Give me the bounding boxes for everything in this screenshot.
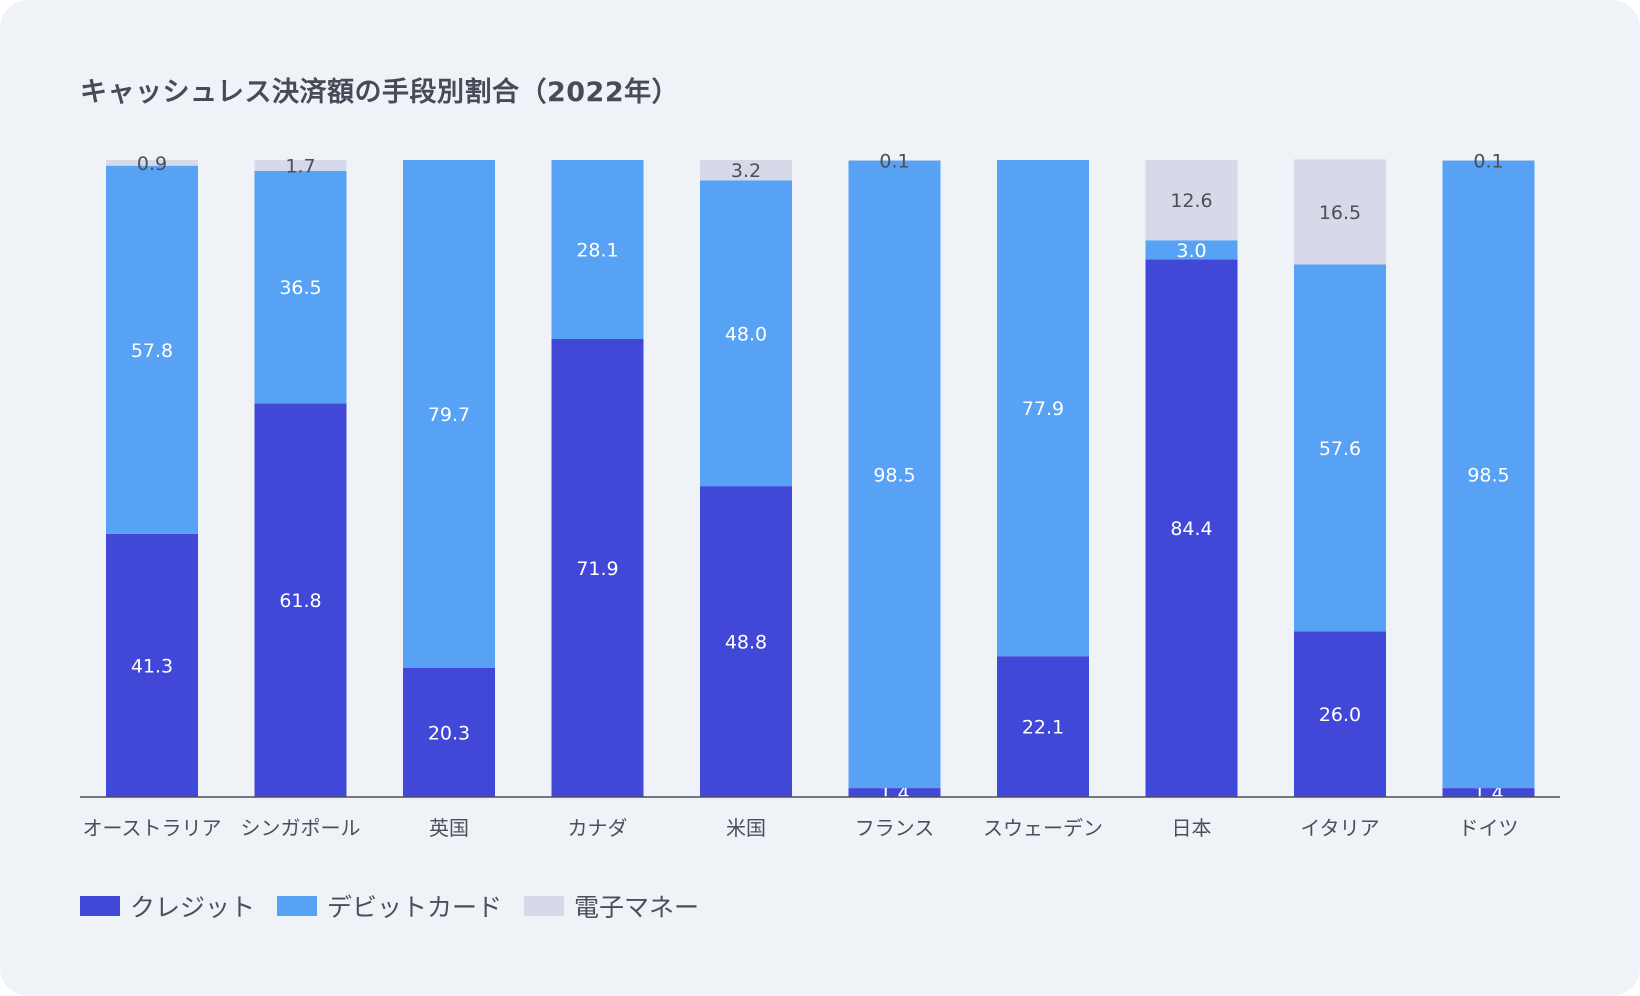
data-label: 3.0 bbox=[1176, 240, 1206, 262]
legend-swatch-debit bbox=[277, 896, 318, 916]
data-label: 20.3 bbox=[428, 722, 470, 744]
data-label: 77.9 bbox=[1022, 398, 1064, 420]
legend-label-emoney: 電子マネー bbox=[574, 893, 700, 922]
bar-segment bbox=[551, 160, 644, 339]
legend-swatch-credit bbox=[80, 896, 120, 916]
data-label: 98.5 bbox=[873, 464, 915, 486]
data-label: 36.5 bbox=[279, 277, 321, 299]
data-label: 48.8 bbox=[725, 632, 767, 654]
data-label: 22.1 bbox=[1022, 717, 1064, 739]
bar-segment bbox=[997, 160, 1089, 657]
data-label: 79.7 bbox=[428, 404, 470, 426]
bar-segment bbox=[1294, 631, 1386, 797]
data-label: 48.0 bbox=[725, 323, 767, 345]
data-label: 71.9 bbox=[576, 558, 618, 580]
bar-segment bbox=[106, 160, 198, 166]
data-label: 26.0 bbox=[1319, 704, 1361, 726]
bar-segment bbox=[254, 170, 347, 404]
data-label: 98.5 bbox=[1467, 464, 1509, 486]
x-tick-label: イタリア bbox=[1300, 816, 1379, 840]
x-tick-label: 米国 bbox=[726, 816, 766, 840]
legend-label-credit: クレジット bbox=[130, 893, 256, 922]
bar-segment bbox=[700, 486, 792, 797]
data-label: 57.8 bbox=[131, 340, 173, 362]
x-tick-label: 日本 bbox=[1172, 816, 1212, 840]
chart-title: キャッシュレス決済額の手段別割合（2022年） bbox=[80, 77, 680, 108]
bar-segment bbox=[106, 165, 198, 534]
x-tick-label: オーストラリア bbox=[83, 816, 222, 840]
bar-segment bbox=[848, 160, 941, 789]
data-label: 61.8 bbox=[279, 590, 321, 612]
data-label: 28.1 bbox=[576, 240, 618, 262]
data-label: 84.4 bbox=[1170, 518, 1212, 540]
x-tick-label: スウェーデン bbox=[983, 816, 1103, 840]
data-label: 41.3 bbox=[131, 656, 173, 678]
bar-segment bbox=[106, 533, 198, 797]
x-tick-label: ドイツ bbox=[1459, 816, 1519, 840]
bar-segment bbox=[848, 788, 941, 797]
data-label: 12.6 bbox=[1170, 190, 1212, 212]
bar-segment bbox=[1145, 240, 1238, 260]
bar-segment bbox=[1294, 159, 1386, 265]
data-label: 3.2 bbox=[731, 160, 761, 182]
legend-swatch-emoney bbox=[524, 896, 565, 916]
bar-segment bbox=[1442, 788, 1535, 797]
x-tick-label: 英国 bbox=[429, 816, 469, 840]
bar-segment bbox=[551, 339, 644, 797]
bar-segment bbox=[1294, 264, 1386, 632]
bar-segment bbox=[403, 160, 495, 668]
bar-segment bbox=[403, 667, 495, 797]
bar-segment bbox=[254, 403, 347, 797]
data-label: 0.1 bbox=[879, 150, 909, 172]
bar-segment bbox=[1145, 259, 1238, 797]
legend-item-credit: クレジット bbox=[80, 888, 255, 924]
bar-segment bbox=[848, 160, 941, 161]
data-label: 0.1 bbox=[1473, 150, 1503, 172]
x-tick-label: シンガポール bbox=[241, 816, 361, 840]
legend-item-debit: デビットカード bbox=[277, 888, 502, 924]
data-label: 16.5 bbox=[1319, 202, 1361, 224]
bar-segment bbox=[700, 160, 792, 181]
x-tick-label: フランス bbox=[855, 816, 935, 840]
legend-item-emoney: 電子マネー bbox=[524, 888, 699, 924]
data-label: 0.9 bbox=[137, 153, 167, 175]
bar-segment bbox=[700, 180, 792, 487]
data-label: 57.6 bbox=[1319, 438, 1361, 460]
legend: クレジット デビットカード 電子マネー bbox=[80, 888, 721, 924]
bar-segment bbox=[254, 160, 347, 171]
bar-segment bbox=[997, 656, 1089, 797]
x-tick-label: カナダ bbox=[568, 816, 628, 840]
bar-segment bbox=[1145, 160, 1238, 241]
bar-segment bbox=[1442, 160, 1535, 161]
data-label: 1.7 bbox=[285, 155, 315, 177]
bar-segment bbox=[1442, 160, 1535, 789]
legend-label-debit: デビットカード bbox=[327, 893, 503, 922]
